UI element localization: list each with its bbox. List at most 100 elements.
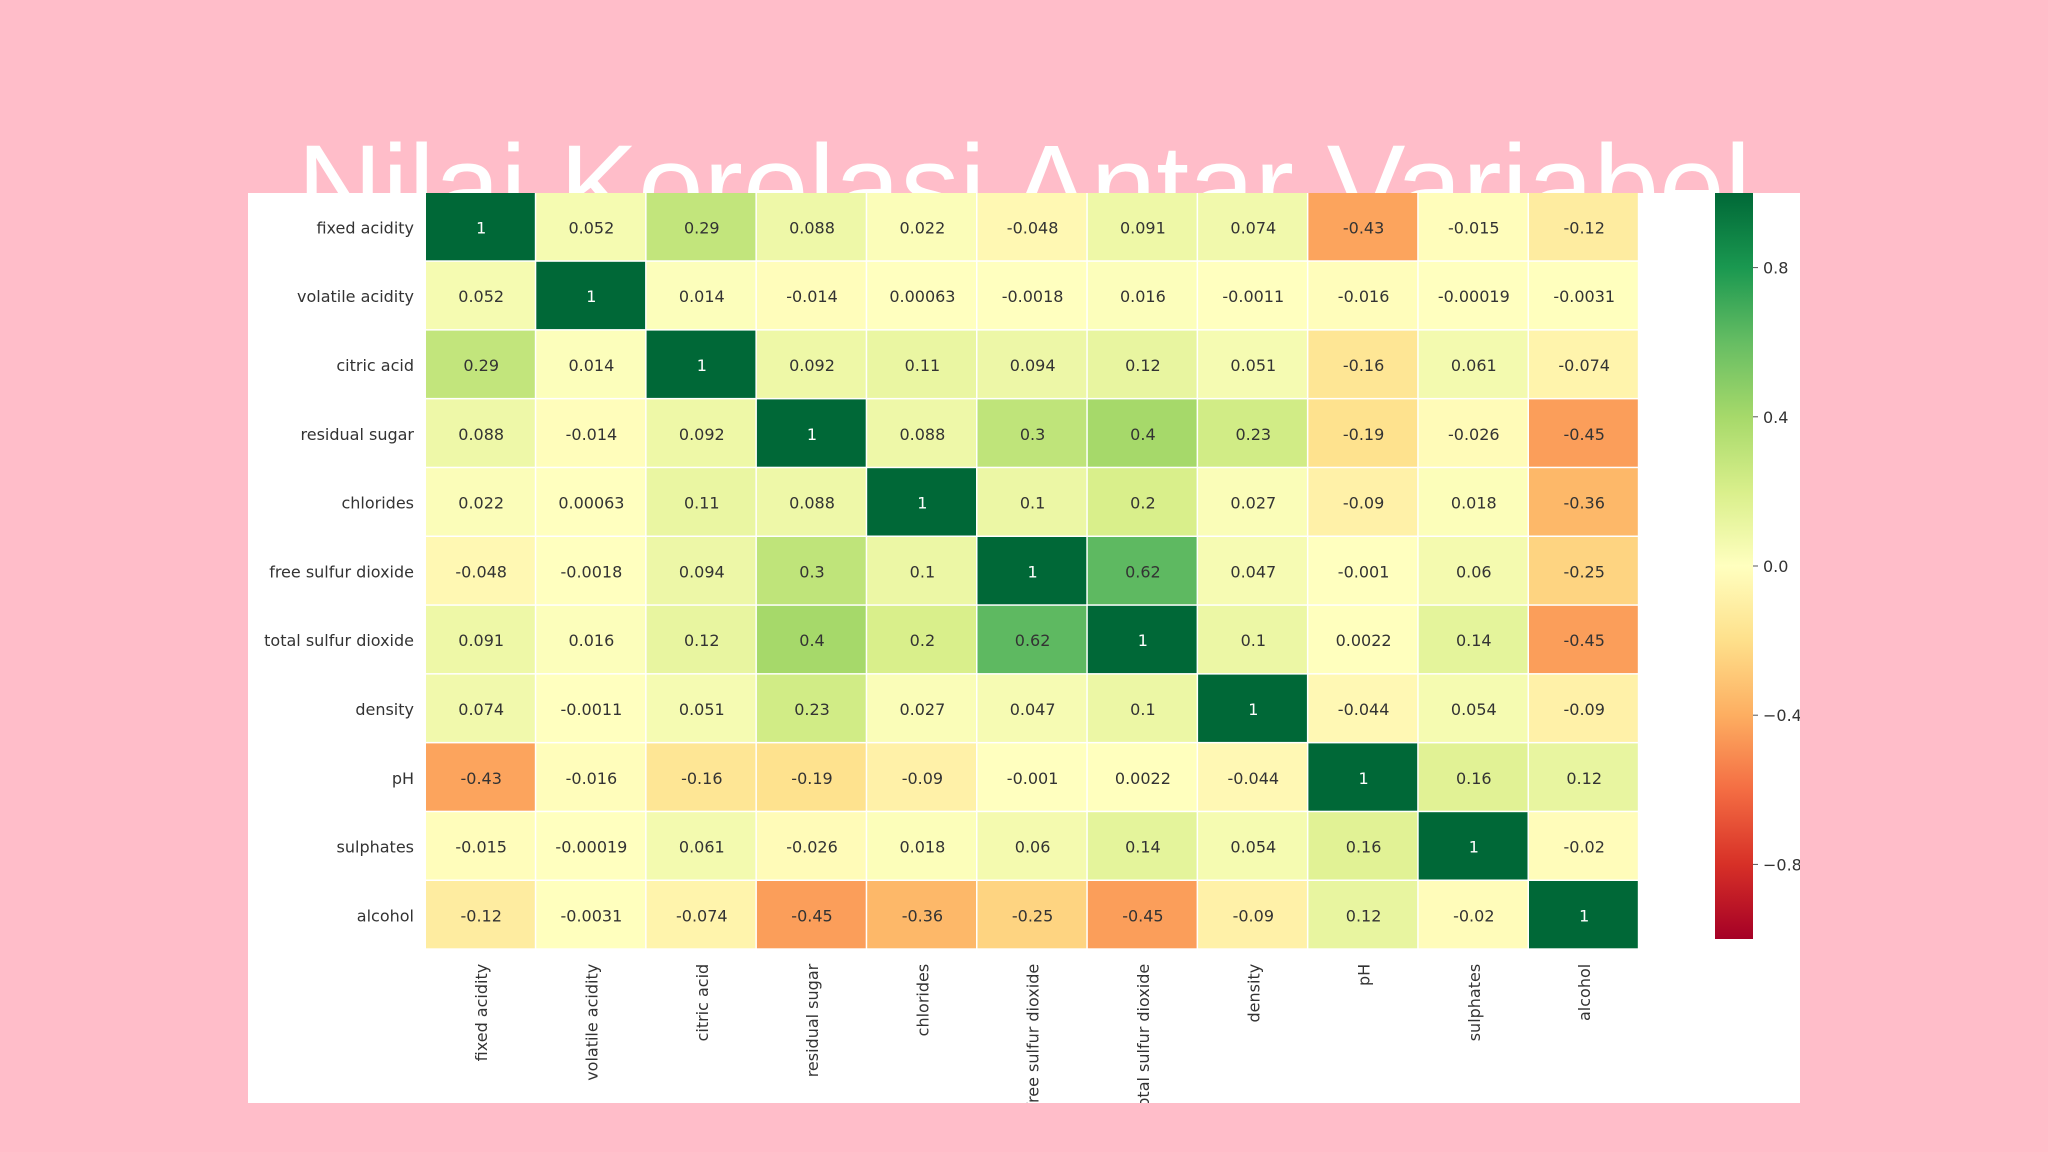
heatmap-cell (1418, 605, 1528, 674)
cell-annotation: -0.0018 (1002, 287, 1064, 306)
cell-annotation: -0.02 (1453, 906, 1494, 925)
chart-panel: 1 0.052 0.29 0.088 0.022 -0.048 0.091 0.074 -0.4… (248, 193, 1800, 1103)
cell-annotation: -0.0018 (561, 562, 623, 581)
cell-annotation: 1 (1248, 700, 1258, 719)
cell-annotation: 0.12 (1346, 906, 1382, 925)
heatmap-cell (646, 261, 756, 330)
heatmap-cell (1418, 743, 1528, 811)
cell-annotation: 0.094 (679, 562, 725, 581)
cell-annotation: 0.62 (1015, 631, 1051, 650)
heatmap-cell (646, 330, 756, 398)
cell-annotation: 1 (586, 287, 596, 306)
cell-annotation: 0.052 (458, 287, 504, 306)
cell-annotation: -0.044 (1228, 769, 1280, 788)
cell-annotation: -0.09 (902, 769, 943, 788)
cell-annotation: -0.0031 (561, 906, 623, 925)
heatmap-cell (1418, 812, 1528, 880)
heatmap-cell (1198, 605, 1307, 674)
heatmap-cell (756, 399, 866, 467)
heatmap-cell (867, 330, 976, 398)
cell-annotation: 0.16 (1456, 769, 1492, 788)
heatmap-cell (426, 881, 535, 949)
cell-annotation: -0.026 (786, 838, 838, 857)
heatmap-cell (1308, 674, 1418, 742)
cell-annotation: -0.015 (1448, 218, 1500, 237)
heatmap-cell (1198, 881, 1307, 949)
cell-annotation: 1 (1028, 562, 1038, 581)
cell-annotation: -0.00019 (555, 838, 627, 857)
cell-annotation: -0.43 (1343, 218, 1384, 237)
heatmap-cell (1529, 399, 1638, 467)
cell-annotation: 0.23 (794, 700, 830, 719)
cell-annotation: 0.022 (899, 218, 945, 237)
heatmap-cell (536, 605, 646, 674)
cell-annotation: 0.14 (1125, 838, 1161, 857)
cell-annotation: -0.25 (1012, 906, 1053, 925)
cell-annotation: 0.14 (1456, 631, 1492, 650)
cell-annotation: 0.2 (1130, 494, 1155, 513)
heatmap-cell (1308, 812, 1418, 880)
heatmap-cell (756, 605, 866, 674)
heatmap-cell (1529, 605, 1638, 674)
heatmap-cell (977, 881, 1087, 949)
heatmap-cell (1198, 399, 1307, 467)
heatmap-cell (756, 468, 866, 536)
heatmap-cell (536, 881, 646, 949)
cell-annotation: -0.048 (455, 562, 507, 581)
column-tick-label: volatile acidity (582, 964, 601, 1081)
cell-annotation: -0.43 (460, 769, 501, 788)
heatmap-cell (977, 537, 1087, 605)
cell-annotation: 0.047 (1230, 562, 1276, 581)
row-tick-label: alcohol (357, 906, 414, 925)
cell-annotation: 0.018 (1451, 494, 1497, 513)
cell-annotation: 0.014 (568, 356, 614, 375)
heatmap-cell (1529, 537, 1638, 605)
heatmap-cell (646, 468, 756, 536)
heatmap-cell (867, 468, 976, 536)
cell-annotation: -0.45 (1563, 631, 1604, 650)
heatmap-cell (536, 399, 646, 467)
row-tick-label: sulphates (337, 838, 414, 857)
cell-annotation: -0.09 (1233, 906, 1274, 925)
heatmap-cell (1087, 468, 1197, 536)
heatmap-cell (1529, 468, 1638, 536)
heatmap-cell (977, 605, 1087, 674)
cell-annotation: 0.092 (789, 356, 835, 375)
cell-annotation: -0.36 (902, 906, 943, 925)
heatmap-cell (867, 743, 976, 811)
heatmap-cell (646, 743, 756, 811)
heatmap-cell (1418, 537, 1528, 605)
cell-annotation: -0.001 (1338, 562, 1390, 581)
heatmap-cell (1418, 330, 1528, 398)
heatmap-cell (867, 261, 976, 330)
heatmap-cell (1308, 261, 1418, 330)
heatmap-cell (1529, 881, 1638, 949)
cell-annotation: 1 (1138, 631, 1148, 650)
cell-annotation: 0.054 (1451, 700, 1497, 719)
cell-annotation: 0.052 (568, 218, 614, 237)
heatmap-cell (426, 812, 535, 880)
cell-annotation: -0.0031 (1553, 287, 1615, 306)
colorbar-gradient (1715, 193, 1753, 939)
cell-annotation: 0.014 (679, 287, 725, 306)
cell-annotation: -0.16 (681, 769, 722, 788)
cell-annotation: 0.088 (789, 218, 835, 237)
cell-annotation: 0.0022 (1336, 631, 1392, 650)
cell-annotation: -0.45 (1563, 425, 1604, 444)
heatmap-cell (867, 537, 976, 605)
colorbar-tick-label: −0.4 (1763, 706, 1800, 725)
cell-annotation: -0.02 (1563, 838, 1604, 857)
heatmap-cell (1087, 399, 1197, 467)
cell-annotation: -0.09 (1343, 494, 1384, 513)
cell-annotation: -0.016 (1338, 287, 1390, 306)
cell-annotation: 0.016 (568, 631, 614, 650)
column-tick-labels: fixed acidity volatile acidity citric acid… (472, 963, 1594, 1103)
cell-annotation: -0.074 (676, 906, 728, 925)
cell-annotation: -0.015 (455, 838, 507, 857)
cell-annotation: 0.2 (910, 631, 935, 650)
cell-annotation: 0.62 (1125, 562, 1161, 581)
cell-annotation: 0.027 (899, 700, 945, 719)
heatmap-cell (1308, 468, 1418, 536)
cell-annotation: 0.016 (1120, 287, 1166, 306)
heatmap-cell (1308, 193, 1418, 261)
